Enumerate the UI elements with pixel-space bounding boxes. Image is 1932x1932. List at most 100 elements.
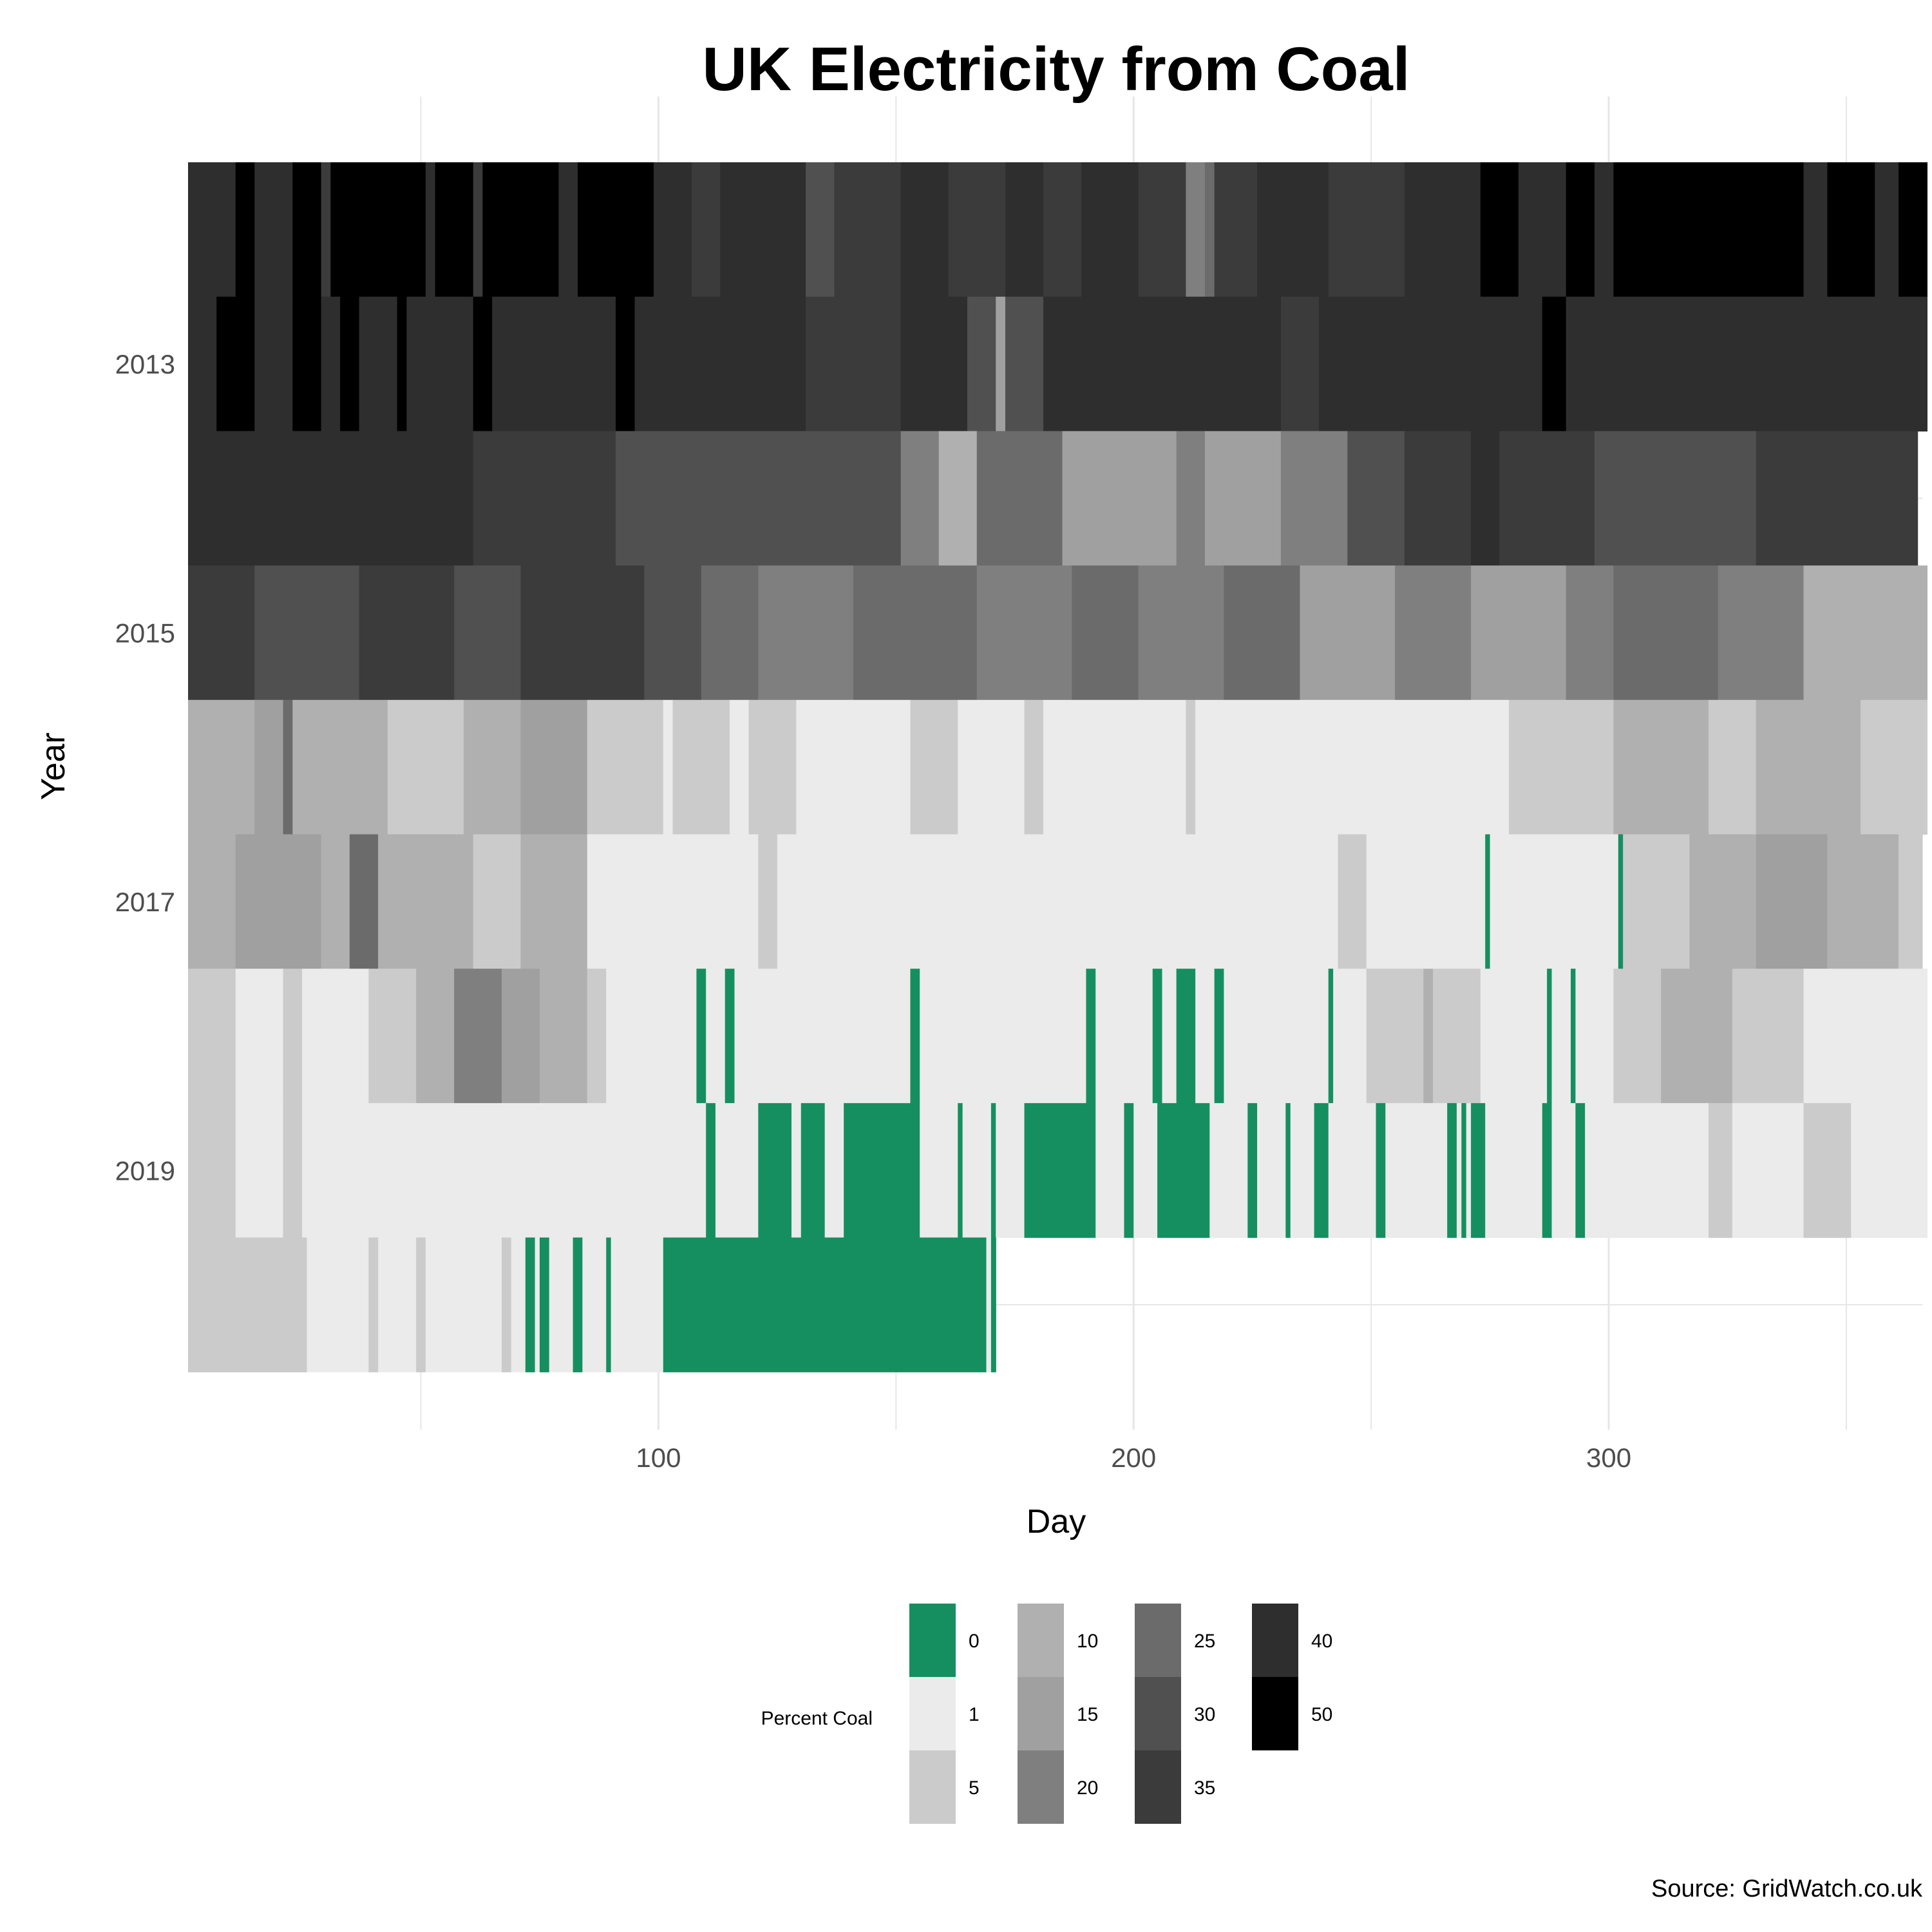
heatmap-cell <box>1176 969 1196 1104</box>
heatmap-cell <box>1613 969 1662 1104</box>
heatmap-cell <box>967 296 996 431</box>
heatmap-cell <box>1708 699 1757 835</box>
heatmap-cell <box>1328 162 1405 298</box>
heatmap-cell <box>663 699 674 835</box>
heatmap-cell <box>1318 296 1543 431</box>
heatmap-cell <box>283 969 303 1104</box>
heatmap-cell <box>511 1237 526 1372</box>
heatmap-cell <box>1661 969 1733 1104</box>
heatmap-cell <box>715 1103 759 1238</box>
legend-label: 20 <box>1077 1777 1098 1799</box>
heatmap-cells <box>188 162 1927 1372</box>
chart-title: UK Electricity from Coal <box>703 35 1410 104</box>
heatmap-cell <box>853 565 978 701</box>
heatmap-cell <box>587 969 607 1104</box>
heatmap-cell <box>1542 296 1567 431</box>
legend-label: 1 <box>969 1704 980 1725</box>
heatmap-cell <box>692 162 721 298</box>
heatmap-cell <box>1138 565 1225 701</box>
heatmap-cell <box>1257 162 1329 298</box>
heatmap-cell <box>1875 162 1899 298</box>
heatmap-cell <box>1718 565 1804 701</box>
heatmap-cell <box>663 1237 987 1372</box>
heatmap-cell <box>910 699 958 835</box>
x-tick-label: 100 <box>636 1443 681 1473</box>
heatmap-cell <box>1347 431 1405 566</box>
heatmap-cell <box>378 1237 417 1372</box>
heatmap-cell <box>1024 699 1044 835</box>
heatmap-cell <box>806 162 835 298</box>
heatmap-cell <box>1551 969 1571 1104</box>
heatmap-cell <box>525 1237 536 1372</box>
heatmap-cell <box>416 969 455 1104</box>
heatmap-cell <box>1404 431 1472 566</box>
heatmap-cell <box>425 1237 502 1372</box>
heatmap-cell <box>1623 834 1690 969</box>
heatmap-cell <box>1708 1103 1733 1238</box>
heatmap-cell <box>1618 834 1624 969</box>
legend-key <box>909 1604 956 1677</box>
heatmap-cell <box>1423 969 1434 1104</box>
heatmap-cell <box>492 296 616 431</box>
heatmap-cell <box>616 431 902 566</box>
heatmap-cell <box>1466 1103 1472 1238</box>
heatmap-cell <box>1328 969 1334 1104</box>
heatmap-cell <box>216 296 255 431</box>
y-tick-label: 2013 <box>115 349 175 379</box>
heatmap-cell <box>1257 1103 1286 1238</box>
heatmap-cell <box>454 565 522 701</box>
heatmap-cell <box>1594 431 1757 566</box>
heatmap-cell <box>1186 699 1196 835</box>
heatmap-cell <box>1485 1103 1543 1238</box>
heatmap-cell <box>1756 699 1861 835</box>
heatmap-cell <box>302 1103 341 1238</box>
heatmap-cell <box>724 969 735 1104</box>
heatmap-cell <box>616 296 636 431</box>
heatmap-cell <box>578 162 654 298</box>
heatmap-cell <box>1195 969 1215 1104</box>
heatmap-cell <box>1518 162 1567 298</box>
heatmap-cell <box>1385 1103 1448 1238</box>
heatmap-cell <box>1594 162 1615 298</box>
heatmap-cell <box>473 162 484 298</box>
heatmap-cell <box>1152 969 1163 1104</box>
heatmap-cell <box>1471 1103 1486 1238</box>
heatmap-cell <box>188 699 255 835</box>
heatmap-cell <box>990 1237 996 1372</box>
heatmap-cell <box>996 296 1006 431</box>
heatmap-cell <box>1043 162 1082 298</box>
heatmap-cell <box>1899 162 1927 298</box>
heatmap-cell <box>1485 834 1491 969</box>
legend-label: 10 <box>1077 1631 1098 1652</box>
heatmap-cell <box>188 969 236 1104</box>
legend-label: 40 <box>1311 1631 1332 1652</box>
heatmap-cell <box>539 1237 550 1372</box>
heatmap-cell <box>235 834 322 969</box>
heatmap-cell <box>1490 834 1619 969</box>
heatmap-cell <box>1509 699 1615 835</box>
heatmap-cell <box>606 969 697 1104</box>
heatmap-cell <box>958 1103 963 1238</box>
heatmap-cell <box>1433 969 1481 1104</box>
heatmap-cell <box>1480 162 1519 298</box>
heatmap-cell <box>473 296 493 431</box>
heatmap-cell <box>292 162 322 298</box>
heatmap-cell <box>976 431 1063 566</box>
heatmap-cell <box>1095 1103 1125 1238</box>
heatmap-cell <box>1338 834 1367 969</box>
heatmap-cell <box>1827 162 1875 298</box>
heatmap-cell <box>435 162 474 298</box>
heatmap-cell <box>1456 1103 1462 1238</box>
heatmap-cell <box>387 699 464 835</box>
heatmap-cell <box>1566 162 1595 298</box>
heatmap-cell <box>378 834 474 969</box>
heatmap-cell <box>587 834 759 969</box>
heatmap-cell <box>254 162 293 298</box>
heatmap-cell <box>321 834 350 969</box>
heatmap-cell <box>644 565 702 701</box>
heatmap-cell <box>1095 969 1153 1104</box>
heatmap-cell <box>1043 296 1282 431</box>
heatmap-cell <box>501 1237 512 1372</box>
heatmap-cell <box>920 1103 958 1238</box>
